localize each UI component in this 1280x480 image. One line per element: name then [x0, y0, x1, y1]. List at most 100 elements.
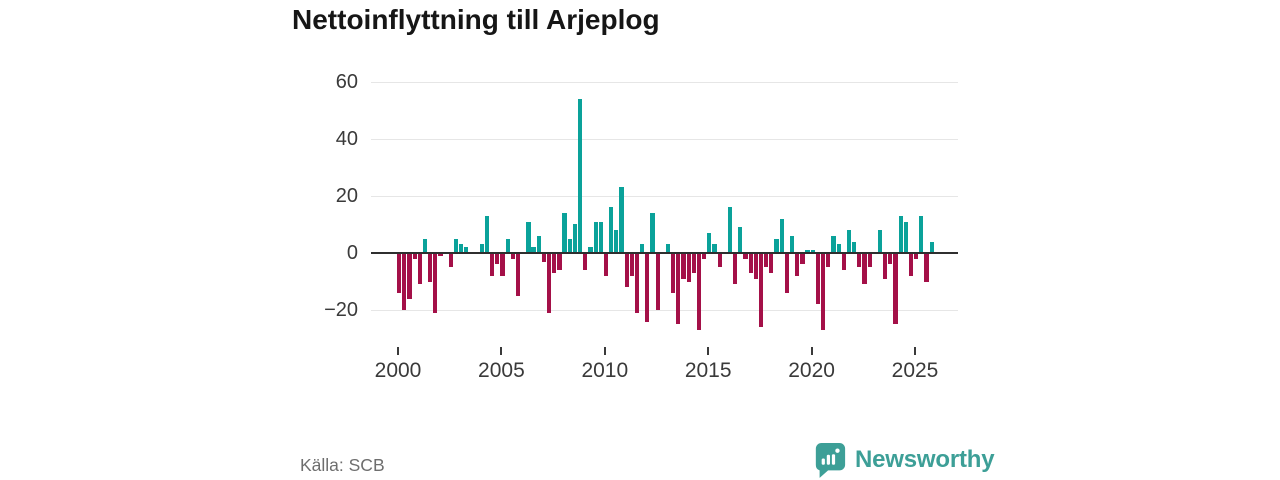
bar-negative: [820, 254, 826, 331]
bar-negative: [495, 254, 500, 265]
bar-negative: [867, 254, 872, 268]
bar-negative: [428, 254, 433, 282]
bar-negative: [552, 254, 557, 273]
bar-positive: [614, 230, 619, 252]
x-axis-tick-label: 2010: [581, 359, 629, 382]
bar-negative: [696, 254, 702, 331]
bar-positive: [609, 207, 614, 252]
bar-positive: [650, 213, 655, 252]
bar-positive: [572, 224, 578, 252]
y-axis-tick-label: 0: [346, 242, 358, 264]
x-axis-tick-label: 2005: [478, 359, 525, 382]
bar-positive: [789, 235, 795, 252]
bar-positive: [665, 244, 671, 252]
y-axis-tick-label: 20: [335, 184, 358, 207]
bar-negative: [691, 254, 696, 273]
bar-negative: [686, 254, 691, 282]
bar-positive: [919, 215, 924, 252]
bar-negative: [826, 254, 831, 268]
bar-positive: [505, 238, 510, 252]
bar-positive: [929, 241, 934, 252]
bar-positive: [536, 235, 541, 252]
bar-negative: [407, 254, 412, 299]
bar-negative: [681, 254, 686, 279]
bar-positive: [598, 221, 603, 252]
bar-negative: [676, 254, 681, 325]
bar-positive: [640, 244, 645, 252]
bar-positive: [727, 207, 733, 252]
bar-negative: [433, 254, 438, 313]
y-axis-tick-label: 60: [335, 70, 358, 93]
bar-negative: [908, 254, 914, 276]
bar-negative: [914, 254, 919, 259]
bar-positive: [712, 244, 717, 252]
x-axis-tick-mark: [810, 347, 813, 355]
bar-positive: [578, 98, 583, 252]
bar-positive: [531, 247, 536, 252]
x-axis-tick-label: 2015: [684, 359, 732, 382]
bar-negative: [500, 254, 505, 276]
bar-negative: [815, 254, 821, 305]
bar-positive: [774, 238, 779, 252]
bar-positive: [877, 230, 883, 252]
y-gridline: [371, 310, 958, 312]
bar-negative: [671, 254, 676, 293]
bar-positive: [619, 187, 624, 252]
bar-positive: [484, 215, 490, 252]
bar-negative: [743, 254, 748, 259]
newsworthy-logo: Newsworthy: [813, 441, 995, 478]
bar-negative: [655, 254, 660, 311]
bar-negative: [624, 254, 629, 288]
bar-negative: [402, 254, 407, 311]
bar-negative: [634, 254, 640, 313]
bar-positive: [898, 215, 903, 252]
bar-negative: [417, 254, 422, 285]
bar-negative: [795, 254, 800, 276]
bar-negative: [862, 254, 867, 285]
bar-negative: [438, 254, 443, 256]
x-axis-tick-label: 2020: [788, 359, 835, 382]
bar-negative: [541, 254, 547, 262]
bar-negative: [841, 254, 846, 271]
bar-positive: [562, 213, 567, 252]
bar-negative: [397, 254, 402, 293]
bar-negative: [717, 254, 722, 268]
y-gridline: [371, 81, 958, 83]
y-gridline: [371, 195, 958, 197]
bar-positive: [588, 247, 593, 252]
bar-negative: [412, 254, 417, 259]
x-axis-tick-mark: [500, 347, 503, 355]
bar-negative: [733, 254, 738, 285]
x-axis-tick-label: 2000: [374, 359, 422, 382]
newsworthy-wordmark: Newsworthy: [855, 445, 995, 473]
chart-title: Nettoinflyttning till Arjeplog: [292, 4, 660, 35]
bar-negative: [769, 254, 774, 273]
bar-positive: [852, 241, 857, 252]
bar-negative: [857, 254, 862, 268]
x-axis-tick-mark: [914, 347, 916, 355]
newsworthy-speech-bubble-bar-chart-icon: [813, 441, 847, 478]
bar-positive: [831, 235, 836, 252]
bar-positive: [810, 250, 815, 252]
x-axis-tick-label: 2025: [891, 359, 939, 382]
bar-positive: [593, 221, 598, 252]
zero-axis-line: [371, 252, 958, 254]
bar-negative: [764, 254, 769, 268]
bar-negative: [883, 254, 888, 279]
bar-negative: [510, 254, 515, 259]
bar-negative: [645, 254, 650, 322]
bar-negative: [603, 254, 609, 276]
bar-positive: [779, 218, 784, 252]
bar-positive: [846, 230, 852, 252]
bar-positive: [479, 244, 484, 252]
bar-positive: [738, 227, 743, 252]
bar-negative: [893, 254, 898, 325]
bar-positive: [567, 238, 572, 252]
y-axis-tick-label: 40: [335, 127, 358, 150]
bar-positive: [903, 221, 908, 252]
x-axis-tick-mark: [603, 347, 606, 355]
y-gridline: [371, 138, 958, 140]
x-axis-tick-mark: [707, 347, 710, 355]
